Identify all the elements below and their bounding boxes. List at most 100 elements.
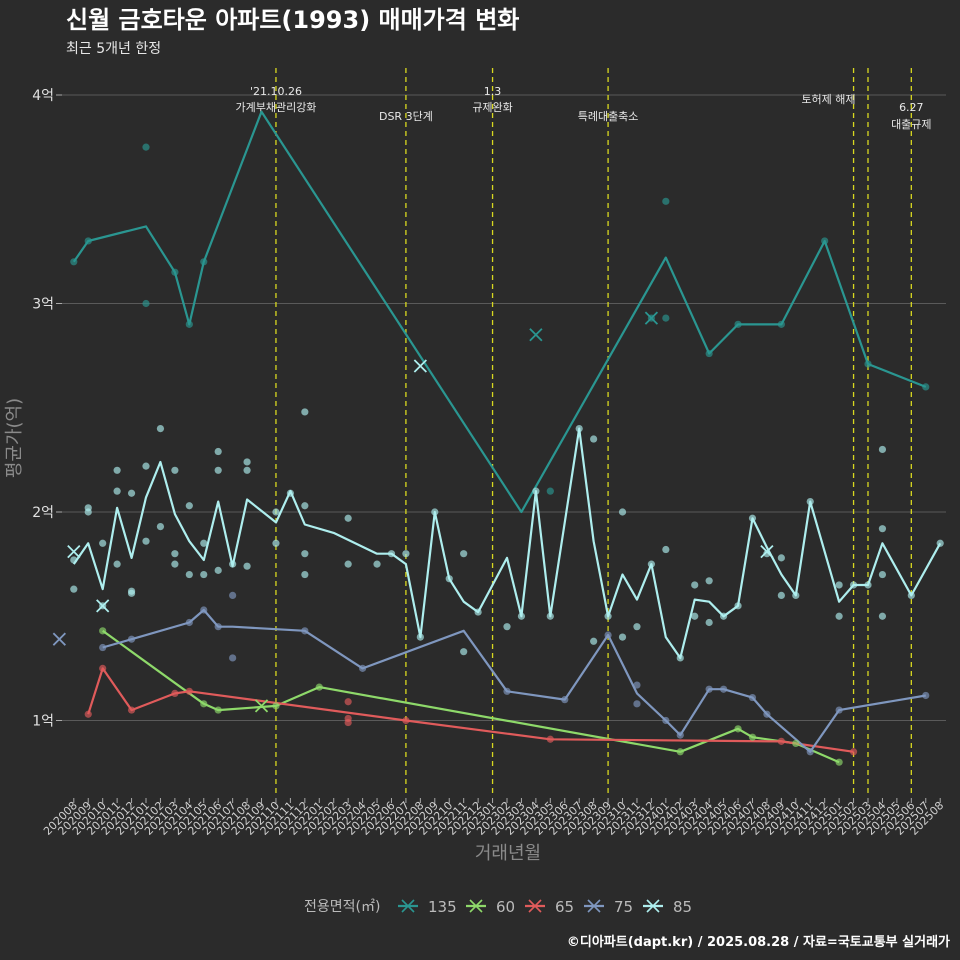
data-point-85 [647, 560, 656, 568]
data-point-85 [171, 466, 179, 474]
data-point-75 [127, 635, 136, 643]
data-point-60 [835, 758, 843, 766]
data-point-60 [315, 683, 323, 691]
data-point-85 [416, 633, 424, 641]
data-point-85 [70, 585, 78, 593]
data-point-85 [113, 466, 121, 474]
data-point-85 [373, 560, 381, 568]
data-point-75 [662, 716, 670, 725]
data-point-85 [402, 550, 410, 558]
line-layer [72, 110, 942, 764]
data-point-85 [907, 591, 915, 600]
data-point-85 [214, 447, 222, 456]
data-point-60 [200, 700, 208, 708]
legend: 135 60 65 75 85 [398, 898, 692, 916]
chart-subtitle: 최근 5개년 한정 [66, 41, 161, 57]
data-point-85 [878, 612, 887, 620]
data-point-85 [777, 591, 785, 600]
data-point-135 [171, 268, 179, 276]
legend-label-85: 85 [673, 898, 692, 916]
cancelled-point-85 [96, 599, 110, 613]
cancelled-point-85 [413, 359, 427, 373]
data-point-85 [127, 587, 136, 595]
data-point-85 [113, 560, 121, 568]
data-point-75 [748, 693, 757, 702]
data-point-85 [662, 545, 670, 554]
data-point-135 [200, 258, 208, 266]
data-point-85 [691, 581, 699, 589]
data-point-75 [503, 687, 511, 695]
event-label: 가계부채관리강화 [235, 101, 316, 114]
data-point-85 [301, 550, 309, 558]
data-point-85 [185, 502, 193, 510]
data-point-75 [633, 681, 641, 689]
data-point-135 [777, 320, 785, 328]
data-point-75 [604, 631, 612, 639]
event-label: DSR 3단계 [379, 110, 433, 123]
series-line-60 [102, 629, 840, 764]
data-point-135 [142, 299, 150, 308]
data-point-65 [546, 735, 554, 743]
data-point-60 [214, 706, 222, 714]
y-tick-label: 2억 [32, 505, 54, 521]
data-point-85 [171, 550, 179, 558]
data-point-135 [662, 197, 670, 205]
data-point-65 [185, 687, 193, 695]
data-point-85 [243, 562, 251, 570]
data-point-85 [214, 566, 222, 574]
data-point-135 [185, 320, 193, 328]
legend-title: 전용면적(㎡) [304, 899, 380, 915]
legend-marker-60 [469, 899, 483, 913]
data-point-60 [272, 702, 280, 710]
legend-label-60: 60 [496, 898, 515, 916]
cancelled-point-60 [254, 699, 269, 713]
data-point-85 [878, 525, 887, 533]
data-point-85 [243, 458, 251, 466]
data-point-85 [142, 462, 150, 470]
data-point-85 [286, 489, 294, 497]
data-point-75 [99, 643, 107, 652]
event-label: 6.27 [899, 101, 924, 114]
y-tick-label: 4억 [32, 88, 54, 104]
data-point-85 [748, 514, 757, 522]
data-point-135 [705, 349, 713, 358]
data-point-85 [272, 539, 280, 547]
legend-label-65: 65 [555, 898, 574, 916]
data-point-85 [849, 581, 858, 589]
data-point-135 [84, 237, 92, 245]
data-point-85 [777, 554, 785, 562]
event-label: 규제완화 [472, 101, 512, 114]
legend-marker-135 [401, 899, 415, 913]
data-point-85 [835, 612, 843, 620]
data-point-65 [171, 689, 179, 697]
data-point-75 [676, 731, 684, 739]
data-point-85 [633, 623, 641, 631]
event-label: 토허제 해제 [801, 92, 855, 106]
data-point-85 [835, 581, 843, 589]
data-point-65 [344, 698, 352, 706]
data-point-85 [590, 435, 598, 443]
data-point-85 [590, 637, 598, 645]
data-point-60 [792, 739, 800, 748]
cancelled-point-85 [67, 544, 81, 559]
data-point-75 [561, 696, 569, 704]
data-point-65 [777, 737, 785, 745]
grid-layer: 1억 2억 3억 4억 [32, 88, 946, 730]
data-point-85 [214, 466, 222, 474]
cancelled-point-135 [644, 311, 659, 325]
data-point-85 [691, 612, 699, 620]
event-label: '21.10.26 [250, 85, 302, 98]
data-point-85 [229, 560, 237, 568]
data-point-85 [546, 612, 554, 620]
data-point-75 [229, 591, 237, 600]
data-point-85 [864, 581, 872, 589]
data-point-85 [70, 556, 78, 564]
data-point-85 [344, 514, 352, 522]
data-point-85 [460, 648, 468, 656]
data-point-60 [676, 748, 684, 756]
data-point-85 [575, 425, 583, 433]
point-layer [52, 143, 944, 766]
data-point-85 [171, 560, 179, 568]
data-point-75 [359, 664, 367, 672]
